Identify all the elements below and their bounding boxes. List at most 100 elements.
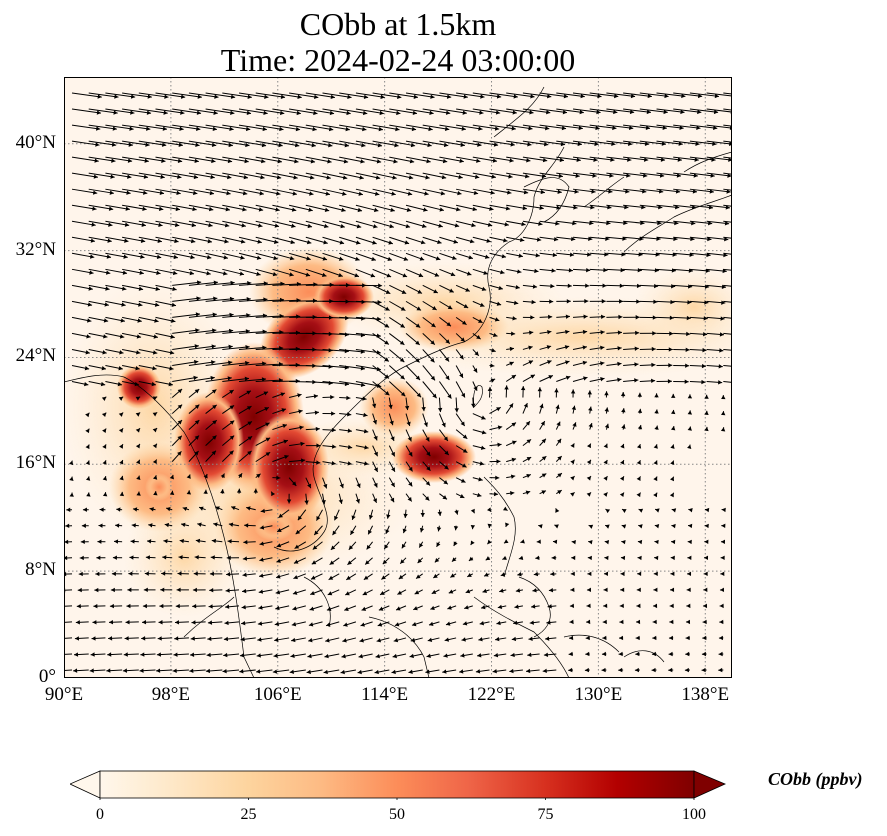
wind-vector-head [490, 363, 495, 368]
wind-vector-head [195, 328, 200, 333]
wind-vector-head [654, 393, 659, 398]
wind-vector-head [245, 344, 250, 350]
wind-vector-head [430, 357, 435, 363]
wind-vector-head [76, 603, 81, 609]
wind-vector-shaft [88, 124, 117, 130]
wind-vector-head [725, 205, 730, 210]
wind-vector-head [90, 652, 95, 657]
wind-vector-shaft [105, 92, 136, 98]
wind-vector-head [362, 396, 367, 401]
wind-vector-head [258, 223, 263, 228]
wind-vector-head [554, 524, 559, 529]
wind-vector-head [444, 126, 450, 132]
wind-vector-head [315, 426, 320, 432]
wind-vector-head [347, 428, 352, 433]
wind-vector-shaft [222, 108, 252, 114]
wind-vector-head [508, 174, 513, 179]
wind-vector-head [300, 441, 305, 447]
wind-vector-head [606, 220, 611, 226]
wind-vector-head [572, 422, 577, 427]
wind-vector-shaft [255, 156, 283, 163]
wind-vector-head [720, 539, 726, 545]
wind-vector-head [222, 271, 228, 276]
wind-vector-head [496, 407, 501, 412]
wind-vector-head [575, 173, 580, 178]
wind-vector-head [215, 506, 220, 511]
wind-vector-head [192, 206, 197, 212]
wind-vector-shaft [155, 172, 182, 179]
wind-vector-head [152, 396, 158, 401]
wind-vector-head [130, 539, 135, 544]
wind-vector-shaft [572, 124, 600, 129]
wind-vector-shaft [255, 331, 284, 334]
wind-vector-head [505, 522, 510, 527]
wind-vector-head [119, 475, 124, 481]
wind-vector-head [141, 636, 146, 641]
wind-vector-head [604, 540, 610, 545]
wind-vector-head [144, 158, 149, 163]
wind-vector-head [127, 174, 132, 179]
wind-vector-head [651, 378, 656, 384]
wind-vector-head [386, 514, 391, 519]
wind-vector-head [479, 461, 485, 466]
wind-vector-head [653, 476, 658, 482]
wind-vector-head [657, 220, 662, 226]
wind-vector-head [621, 524, 627, 529]
wind-vector-head [552, 539, 558, 545]
wind-vector-head [568, 268, 573, 273]
wind-vector-head [118, 396, 124, 401]
wind-vector-shaft [606, 172, 631, 177]
wind-vector-shaft [472, 124, 500, 130]
wind-vector-head [111, 571, 116, 577]
wind-vector-head [415, 358, 420, 363]
wind-vector-shaft [238, 204, 264, 211]
wind-vector-head [412, 110, 418, 116]
wind-vector-head [427, 637, 433, 642]
wind-vector-head [277, 159, 282, 164]
wind-vector-head [329, 560, 335, 565]
wind-vector-head [163, 110, 168, 115]
wind-vector-shaft [122, 172, 149, 178]
wind-vector-shaft [422, 140, 449, 147]
wind-vector-shaft [405, 172, 430, 179]
wind-vector-head [212, 404, 217, 410]
wind-vector-head [230, 110, 235, 115]
wind-vector-head [513, 94, 518, 99]
wind-vector-shaft [272, 315, 301, 318]
wind-vector-shaft [322, 140, 350, 147]
wind-vector-head [451, 557, 457, 562]
wind-vector-head [687, 426, 692, 431]
wind-vector-head [447, 394, 452, 399]
wind-vector-shaft [689, 92, 720, 97]
wind-vector-head [634, 362, 639, 367]
wind-vector-head [571, 555, 576, 561]
wind-vector-head [66, 507, 71, 512]
wind-vector-shaft [222, 204, 247, 211]
wind-vector-head [637, 425, 643, 430]
wind-vector-head [523, 190, 529, 195]
wind-vector-head [583, 376, 588, 381]
wind-vector-head [340, 224, 345, 229]
wind-vector-head [130, 94, 136, 99]
wind-vector-head [568, 651, 573, 657]
lon-tick-label: 130°E [574, 684, 623, 705]
wind-vector-shaft [689, 156, 716, 161]
wind-vector-head [157, 636, 162, 641]
wind-vector-head [313, 394, 319, 399]
wind-vector-head [312, 298, 317, 303]
wind-vector-head [602, 619, 607, 625]
wind-vector-head [545, 636, 550, 641]
wind-vector-head [677, 157, 682, 162]
wind-vector-head [149, 507, 154, 512]
wind-vector-head [603, 459, 608, 465]
wind-vector-head [530, 94, 535, 99]
wind-vector-shaft [205, 172, 232, 179]
wind-vector-head [264, 407, 269, 412]
wind-vector-head [525, 421, 530, 426]
wind-vector-head [459, 669, 464, 674]
wind-vector-head [241, 223, 246, 228]
wind-vector-head [565, 314, 570, 319]
wind-vector-head [293, 559, 299, 564]
wind-vector-head [721, 395, 726, 400]
wind-vector-head [478, 318, 483, 323]
